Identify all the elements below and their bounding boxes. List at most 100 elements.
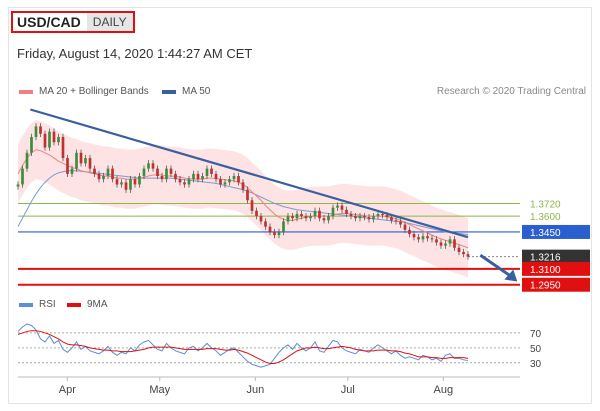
candle-body: [115, 179, 119, 185]
candle-body: [25, 152, 29, 169]
x-tick-label: Aug: [434, 384, 454, 396]
candle-body: [93, 168, 96, 174]
candle-body: [273, 231, 276, 236]
candle-body: [385, 215, 389, 218]
sup-label-bg: [522, 277, 590, 292]
ma50-legend-label: MA 50: [182, 86, 211, 97]
candle-body: [106, 168, 110, 176]
candle-body: [237, 176, 240, 183]
candle-body: [457, 247, 461, 252]
candle-body: [421, 236, 425, 240]
candle-body: [21, 168, 24, 185]
ma20-legend-label: MA 20 + Bollinger Bands: [39, 86, 149, 97]
candle-body: [246, 189, 249, 201]
candle-body: [174, 173, 177, 180]
candle-body: [466, 254, 470, 257]
candle-body: [223, 182, 227, 185]
sup-label: 1.3100: [530, 265, 561, 276]
candle-body: [304, 216, 308, 219]
candle-body: [48, 131, 51, 148]
candle-body: [160, 176, 164, 180]
sup-label: 1.2950: [530, 281, 561, 292]
ma20-swatch: [19, 89, 33, 94]
rsi-ma-legend-label: 9MA: [87, 299, 108, 310]
candle-body: [439, 242, 443, 246]
candle-body: [403, 224, 407, 230]
candle-body: [358, 216, 362, 219]
candle-body: [111, 168, 114, 180]
candle-body: [313, 210, 317, 217]
candle-body: [435, 239, 438, 243]
candle-body: [322, 218, 326, 221]
candle-body: [282, 221, 285, 232]
candle-body: [183, 182, 186, 185]
candle-body: [124, 182, 128, 190]
candle-body: [381, 214, 384, 216]
candle-body: [30, 136, 33, 153]
candle-body: [178, 179, 182, 183]
rsi-tick-label: 30: [530, 359, 542, 370]
candle-body: [205, 168, 209, 176]
candle-body: [336, 205, 339, 208]
candle-body: [228, 179, 231, 183]
candle-body: [363, 216, 366, 218]
candle-body: [291, 216, 294, 219]
candle-body: [196, 173, 200, 180]
candle-body: [88, 158, 92, 169]
candle-body: [84, 158, 87, 164]
candle-body: [390, 217, 393, 221]
rsi-swatch: [19, 302, 33, 307]
resistance-label: 1.3600: [530, 212, 561, 223]
resistance-label: 1.3720: [530, 199, 561, 210]
candle-body: [426, 236, 429, 239]
candle-body: [34, 126, 38, 137]
candle-body: [97, 173, 101, 180]
candle-body: [372, 216, 375, 220]
candle-body: [169, 168, 173, 174]
candle-body: [156, 168, 159, 176]
candle-body: [52, 131, 56, 143]
candle-body: [277, 231, 281, 236]
candle-body: [16, 184, 20, 187]
rsi-tick-label: 70: [530, 329, 542, 340]
candle-body: [394, 220, 398, 222]
candle-body: [142, 168, 146, 176]
trendline: [30, 108, 469, 239]
timeframe-label[interactable]: DAILY: [86, 13, 133, 31]
candle-body: [219, 179, 222, 185]
x-tick-label: Jul: [341, 384, 355, 396]
sup-label-bg: [522, 261, 590, 276]
projection-arrow: [479, 253, 513, 278]
candle-body: [250, 200, 254, 211]
candle-body: [453, 239, 456, 248]
candle-body: [327, 216, 330, 221]
candle-body: [57, 136, 60, 143]
last-label: 1.3216: [530, 253, 561, 264]
candle-body: [430, 238, 434, 240]
candle-body: [444, 243, 447, 246]
ma50-swatch: [162, 89, 176, 94]
legend-rsi-ma: 9MA: [67, 299, 108, 310]
candle-body: [264, 221, 267, 227]
candle-body: [70, 168, 74, 174]
candle-body: [354, 216, 357, 219]
candle-body: [61, 136, 65, 159]
candle-body: [417, 237, 420, 240]
x-tick-label: Jun: [246, 384, 264, 396]
rsi-ma-line: [17, 330, 469, 365]
candle-body: [295, 214, 299, 219]
candle-body: [300, 214, 303, 217]
rsi-line: [17, 323, 469, 368]
candle-body: [66, 158, 69, 174]
projection-arrowhead: [504, 269, 518, 282]
candle-body: [255, 210, 258, 217]
candle-body: [147, 163, 150, 169]
piv-label: 1.3450: [530, 228, 561, 239]
candle-body: [138, 176, 141, 185]
rsi-legend-label: RSI: [39, 299, 56, 310]
candle-body: [79, 152, 83, 164]
symbol-badge[interactable]: USD/CAD DAILY: [11, 11, 135, 33]
rsi-tick-label: 50: [530, 344, 542, 355]
candle-body: [102, 176, 105, 180]
